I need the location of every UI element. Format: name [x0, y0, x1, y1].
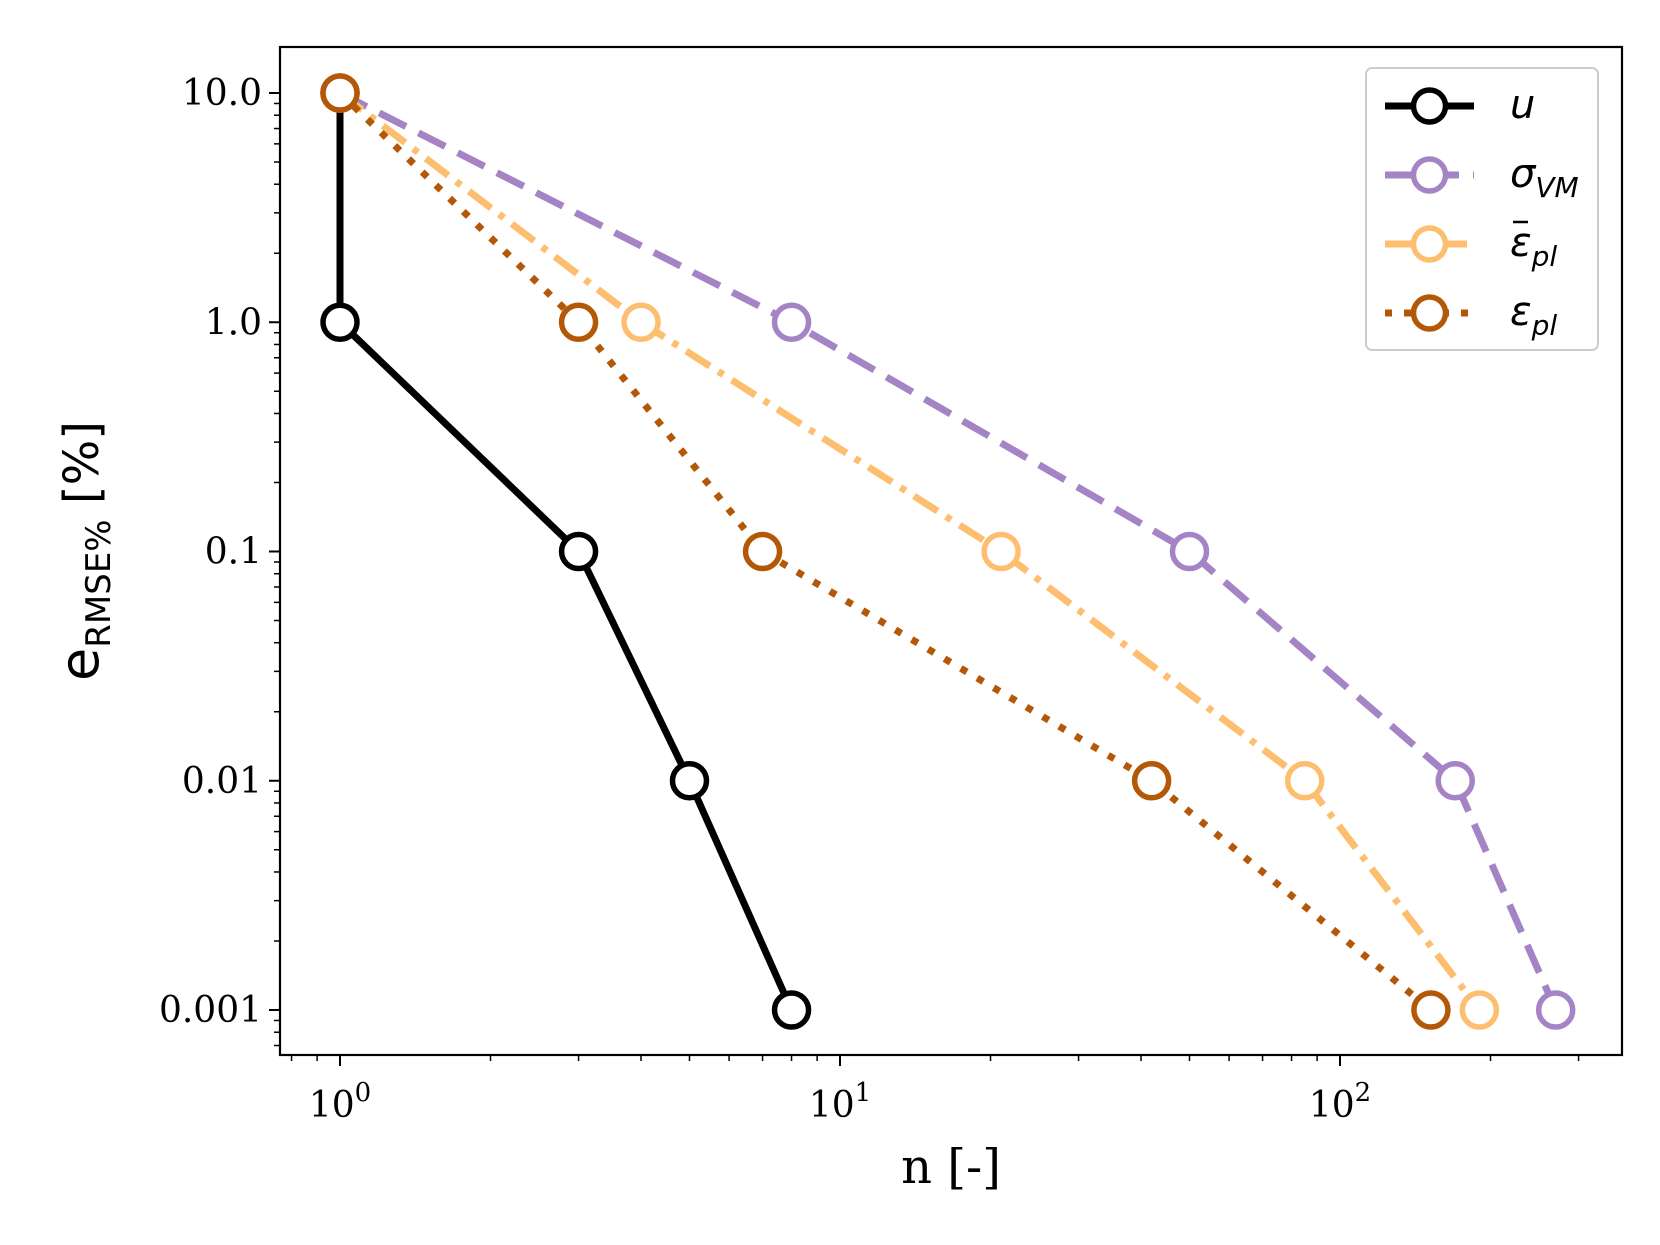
- legend-label-0: u: [1510, 82, 1535, 128]
- series-layer: [320, 73, 1576, 1030]
- series-2-point-2: [981, 531, 1021, 572]
- legend-marker-2: [1410, 225, 1449, 263]
- series-1-point-1: [771, 302, 812, 342]
- y-axis: 10.0 1.0 0.1 0.01 0.001: [159, 73, 280, 1031]
- series-2-point-1: [621, 302, 661, 342]
- y-tick-label-1: 1.0: [205, 302, 262, 343]
- series-line-2: [337, 90, 1483, 1013]
- legend: u σVM εpl εpl: [1365, 67, 1599, 351]
- y-axis-label-main: e: [48, 648, 111, 681]
- x-tick-label-0: 100: [309, 1078, 371, 1126]
- series-0-point-2: [558, 531, 599, 572]
- x-axis: 100 101 102: [309, 1055, 1371, 1126]
- series-1-point-3: [1435, 761, 1475, 801]
- legend-label-3: εpl: [1510, 289, 1557, 342]
- y-tick-label-3: 0.01: [182, 761, 262, 802]
- series-3-point-0: [320, 73, 360, 113]
- y-axis-label: eRMSE% [%]: [48, 421, 119, 681]
- x-axis-label: n [-]: [901, 1139, 1001, 1195]
- y-tick-label-2: 0.1: [205, 532, 262, 573]
- series-line-1: [338, 89, 1559, 1012]
- series-2-point-3: [1284, 761, 1325, 801]
- x-tick-label-1: 101: [809, 1078, 871, 1126]
- legend-box: [1365, 67, 1599, 351]
- series-3-point-3: [1131, 761, 1172, 801]
- series-1-point-2: [1169, 531, 1210, 572]
- legend-label-1: σVM: [1510, 151, 1579, 204]
- x-tick-label-2: 102: [1309, 1078, 1371, 1126]
- y-tick-label-4: 0.001: [159, 990, 262, 1031]
- series-3-point-2: [742, 531, 783, 572]
- series-1-point-4: [1535, 990, 1576, 1030]
- legend-marker-1: [1410, 156, 1449, 194]
- series-0-point-1: [320, 302, 360, 342]
- series-3-point-4: [1411, 990, 1451, 1030]
- legend-marker-0: [1410, 87, 1449, 125]
- series-0-point-3: [669, 761, 710, 801]
- y-tick-label-0: 10.0: [182, 73, 262, 114]
- legend-label-2: εpl: [1510, 220, 1557, 273]
- series-3-point-1: [558, 302, 599, 342]
- series-0-point-4: [771, 990, 812, 1030]
- y-axis-label-sub: RMSE%: [79, 519, 119, 647]
- series-2-point-4: [1459, 990, 1500, 1030]
- y-axis-label-unit: [%]: [54, 421, 110, 504]
- svg-text:eRMSE% [%]: eRMSE% [%]: [48, 421, 119, 681]
- legend-marker-3: [1410, 294, 1449, 332]
